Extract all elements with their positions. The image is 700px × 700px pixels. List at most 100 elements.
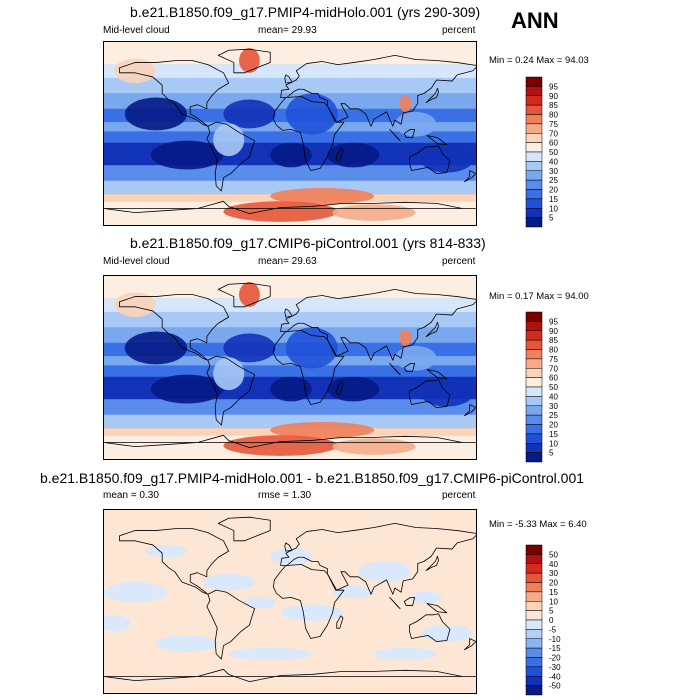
- colorbar-segment: [525, 151, 543, 162]
- colorbar-tick-label: 60: [549, 139, 558, 148]
- rmse-label: rmse = 1.30: [258, 490, 312, 501]
- colorbar-segment: [525, 95, 543, 106]
- cloud-patch: [394, 345, 437, 371]
- cloud-band: [104, 131, 476, 143]
- cloud-patch: [285, 93, 338, 135]
- cloud-patch: [327, 376, 380, 402]
- cloud-patch: [213, 123, 245, 157]
- coastline: [389, 596, 401, 610]
- diff-patch: [104, 614, 130, 632]
- diff-patch: [410, 591, 442, 604]
- coastline: [403, 596, 416, 606]
- colorbar-tick-label: 20: [549, 186, 558, 195]
- coastline: [426, 603, 448, 614]
- coastline: [389, 128, 401, 142]
- units-label: percent: [442, 25, 476, 36]
- cloud-patch: [223, 435, 338, 456]
- coastline: [280, 522, 476, 595]
- colorbar-segment: [525, 217, 543, 228]
- colorbar-tick-label: 30: [549, 569, 558, 578]
- cloud-band: [104, 165, 476, 181]
- colorbar-tick-label: 50: [549, 148, 558, 157]
- colorbar-tick-label: 70: [549, 364, 558, 373]
- coastline: [425, 87, 439, 104]
- cloud-patch: [223, 99, 276, 129]
- cloud-patch: [420, 381, 473, 407]
- colorbar-segment: [525, 676, 543, 686]
- coastline: [464, 170, 476, 183]
- colorbar-segment: [525, 104, 543, 115]
- cloud-band: [104, 311, 476, 328]
- colorbar-tick-label: -50: [549, 682, 561, 691]
- colorbar-tick-label: 10: [549, 597, 558, 606]
- units-label: percent: [442, 256, 476, 267]
- cloud-band: [104, 122, 476, 132]
- cloud-patch: [399, 95, 412, 112]
- colorbar-tick-label: 15: [549, 430, 558, 439]
- colorbar-tick-label: 20: [549, 579, 558, 588]
- cloud-patch: [270, 187, 375, 205]
- colorbar-tick-label: 15: [549, 195, 558, 204]
- colorbar-tick-label: 0: [549, 616, 554, 625]
- cloud-patch: [399, 329, 412, 346]
- coastline: [119, 528, 230, 595]
- colorbar-segment: [525, 179, 543, 190]
- coastline: [206, 355, 256, 426]
- coastline: [409, 379, 451, 408]
- colorbar-segment: [525, 563, 543, 574]
- mean-label: mean= 29.93: [258, 25, 317, 36]
- colorbar-tick-label: 60: [549, 374, 558, 383]
- colorbar-segment: [525, 544, 543, 555]
- diff-patch: [202, 573, 255, 591]
- coastline: [425, 321, 439, 338]
- coastline: [280, 54, 476, 127]
- diff-patch: [420, 625, 473, 642]
- cloud-band: [104, 180, 476, 195]
- diff-patch: [358, 561, 411, 582]
- cloud-patch: [114, 58, 156, 84]
- colorbar-tick-label: 80: [549, 346, 558, 355]
- colorbar-tick-label: 5: [549, 449, 554, 458]
- colorbar-tick-label: 85: [549, 336, 558, 345]
- colorbar-segment: [525, 142, 543, 153]
- map-plot: [103, 41, 477, 226]
- coastline: [464, 404, 476, 417]
- cloud-patch: [124, 331, 188, 365]
- colorbar-segment: [525, 170, 543, 181]
- coastline: [464, 638, 476, 651]
- coastline: [403, 128, 416, 138]
- colorbar-tick-label: -20: [549, 654, 561, 663]
- colorbar-segment: [525, 198, 543, 209]
- colorbar-segment: [525, 133, 543, 143]
- colorbar-segment: [525, 208, 543, 218]
- coastline: [389, 362, 401, 376]
- coastline: [206, 589, 256, 660]
- cloud-patch: [223, 201, 338, 222]
- coastline: [272, 96, 345, 171]
- cloud-band: [104, 77, 476, 94]
- diff-patch: [104, 581, 167, 603]
- colorbar-segment: [525, 339, 543, 350]
- cloud-band: [104, 414, 476, 429]
- colorbar-tick-label: 25: [549, 411, 558, 420]
- cloud-patch: [420, 147, 473, 173]
- colorbar-tick-label: 75: [549, 355, 558, 364]
- cloud-patch: [332, 204, 416, 221]
- cloud-patch: [239, 48, 260, 73]
- colorbar-tick-label: 40: [549, 560, 558, 569]
- colorbar-tick-label: 15: [549, 588, 558, 597]
- min-max-label: Min = 0.17 Max = 94.00: [489, 291, 589, 302]
- coastline: [426, 135, 448, 146]
- diff-patch: [145, 544, 188, 558]
- cloud-band: [104, 298, 476, 312]
- mean-label: mean= 29.63: [258, 256, 317, 267]
- colorbar-segment: [525, 396, 543, 406]
- cloud-patch: [150, 140, 224, 170]
- coastline: [104, 668, 476, 683]
- colorbar-tick-label: 90: [549, 327, 558, 336]
- variable-label: Mid-level cloud: [103, 25, 170, 36]
- cloud-band: [104, 399, 476, 415]
- colorbar-tick-label: 5: [549, 214, 554, 223]
- colorbar-tick-label: 85: [549, 101, 558, 110]
- colorbar-tick-label: 95: [549, 82, 558, 91]
